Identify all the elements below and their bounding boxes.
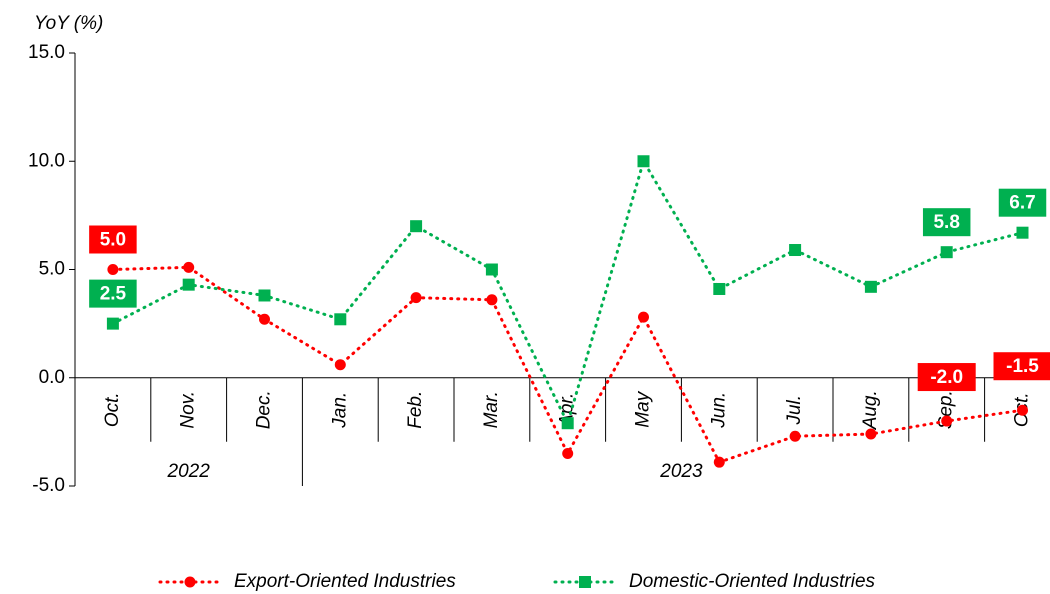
data-label: 2.5 xyxy=(100,284,127,305)
data-label-box xyxy=(998,188,1047,217)
data-point xyxy=(941,415,953,427)
data-label: 5.8 xyxy=(933,212,959,233)
data-point xyxy=(1017,404,1028,416)
data-label: -2.0 xyxy=(930,367,963,388)
data-point xyxy=(561,417,574,430)
legend-label: Domestic-Oriented Industries xyxy=(629,571,876,592)
data-point xyxy=(713,456,725,468)
x-tick-label: Jul. xyxy=(784,395,805,426)
data-label-box xyxy=(993,352,1050,381)
data-point xyxy=(259,313,270,325)
data-point xyxy=(410,292,422,304)
data-point xyxy=(562,448,574,460)
data-label-box xyxy=(89,225,137,254)
y-axis-label: YoY (%) xyxy=(34,13,103,34)
legend-label: Export-Oriented Industries xyxy=(234,571,456,592)
legend-marker xyxy=(184,576,196,588)
data-label: -1.5 xyxy=(1006,356,1039,377)
data-point xyxy=(334,359,346,371)
data-point xyxy=(638,311,649,323)
x-tick-label: Dec. xyxy=(254,390,275,429)
x-tick-label: Mar. xyxy=(481,391,502,428)
data-point xyxy=(182,278,195,291)
x-tick-label: Jun. xyxy=(708,392,729,429)
data-label-box xyxy=(89,279,137,308)
data-label-box xyxy=(922,208,971,237)
x-tick-label: Nov. xyxy=(178,391,199,429)
data-point xyxy=(183,261,195,273)
legend-marker xyxy=(579,576,591,588)
data-label: 6.7 xyxy=(1009,193,1035,214)
y-tick-label: 15.0 xyxy=(28,42,65,63)
data-label: 5.0 xyxy=(100,230,126,251)
data-point xyxy=(334,313,347,326)
data-label-box xyxy=(917,363,976,392)
data-point xyxy=(789,430,801,442)
x-tick-label: Jan. xyxy=(329,392,350,429)
data-point xyxy=(107,264,119,275)
x-group-label: 2023 xyxy=(659,461,703,482)
data-point xyxy=(637,155,650,168)
data-point xyxy=(940,246,953,259)
y-tick-label: -5.0 xyxy=(32,475,65,496)
data-point xyxy=(865,428,877,440)
data-point xyxy=(789,244,802,257)
x-tick-label: Feb. xyxy=(405,391,426,429)
data-point xyxy=(485,263,498,276)
data-point xyxy=(258,289,271,302)
x-tick-label: Oct. xyxy=(102,392,123,427)
series-line xyxy=(111,157,1024,428)
data-point xyxy=(713,282,726,295)
data-point xyxy=(486,294,498,306)
data-point xyxy=(106,317,119,330)
y-tick-label: 5.0 xyxy=(39,259,65,280)
y-tick-label: 10.0 xyxy=(28,150,65,171)
x-tick-label: May xyxy=(633,390,654,427)
data-point xyxy=(1016,226,1029,239)
y-tick-label: 0.0 xyxy=(39,367,65,388)
x-tick-label: Aug. xyxy=(860,390,881,430)
series-line xyxy=(111,265,1024,465)
data-point xyxy=(864,280,877,293)
x-group-label: 2022 xyxy=(167,461,211,482)
data-point xyxy=(410,220,423,233)
